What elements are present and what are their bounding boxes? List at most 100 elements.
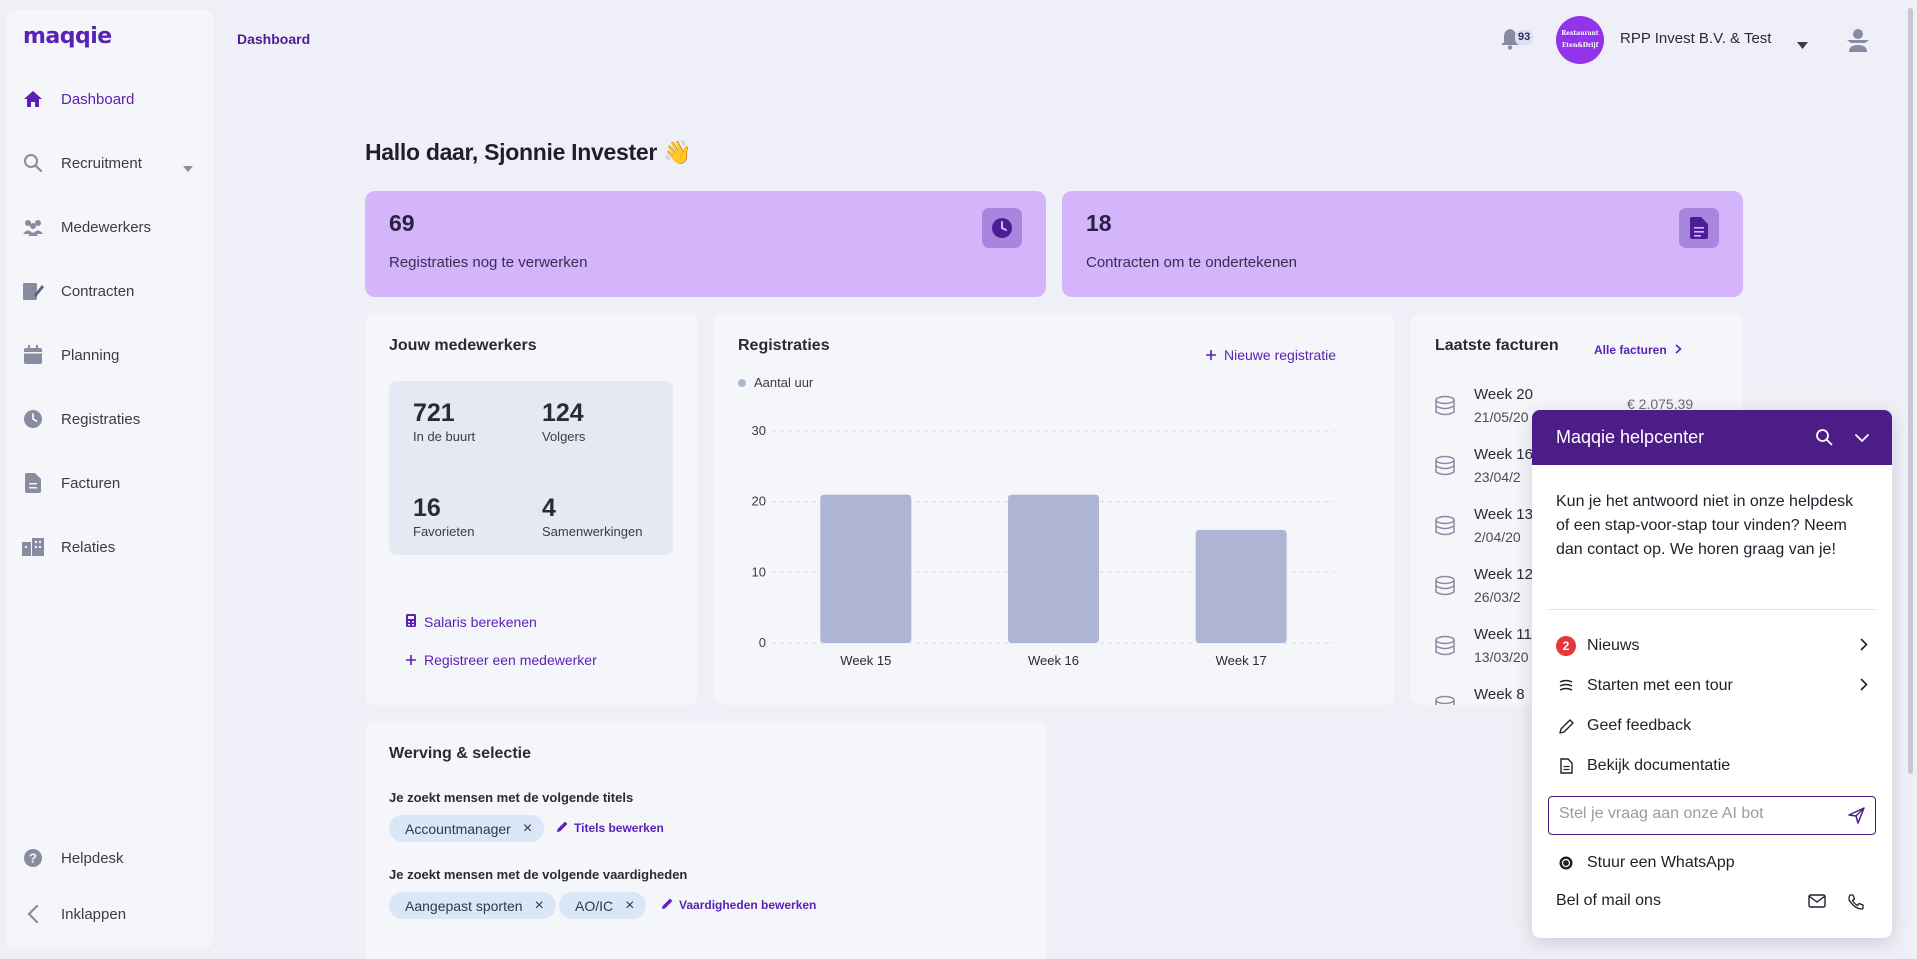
remove-chip-icon[interactable]: × — [522, 819, 533, 837]
invoice-row[interactable]: Week 20 21/05/20 € 2.075,39 — [1433, 386, 1733, 436]
breadcrumb[interactable]: Dashboard — [237, 31, 311, 47]
sidebar-item-label: Inklappen — [61, 905, 127, 923]
stat-value: 69 — [389, 210, 415, 236]
page-scrollbar[interactable] — [1908, 8, 1913, 774]
stat-label: Favorieten — [413, 524, 475, 539]
helpcenter-item-tour[interactable]: Starten met een tour — [1556, 671, 1868, 701]
link-label: Nieuwe registratie — [1224, 347, 1337, 363]
invoice-date: 26/03/2 — [1474, 589, 1521, 605]
helpcenter-item-news[interactable]: 2 Nieuws — [1556, 631, 1868, 661]
register-employee-link[interactable]: Registreer een medewerker — [406, 652, 597, 668]
edit-titles-link[interactable]: Titels bewerken — [557, 821, 664, 835]
avatar-text: Eten&Drijf — [1561, 42, 1599, 49]
invoice-row[interactable]: Week 8 — [1433, 686, 1733, 705]
contracts-to-sign-card[interactable]: 18 Contracten om te ondertekenen — [1062, 191, 1743, 297]
mail-icon[interactable] — [1808, 894, 1826, 913]
calculate-salary-link[interactable]: Salaris berekenen — [406, 614, 537, 630]
coins-icon — [1433, 454, 1457, 483]
document-icon — [1679, 208, 1719, 248]
bar-week-17[interactable] — [1195, 529, 1287, 643]
chevron-down-icon[interactable] — [1855, 430, 1869, 448]
invoice-row[interactable]: Week 11 13/03/20 — [1433, 626, 1733, 676]
sidebar-item-dashboard[interactable]: Dashboard — [6, 79, 213, 119]
employees-stats: 721 In de buurt 124 Volgers 16 Favoriete… — [389, 381, 673, 555]
sidebar-item-recruitment[interactable]: Recruitment — [6, 143, 213, 183]
helpcenter-item-label: Bekijk documentatie — [1587, 757, 1731, 774]
edit-skills-link[interactable]: Vaardigheden bewerken — [662, 898, 816, 912]
coins-icon — [1433, 394, 1457, 423]
panel-title: Registraties — [738, 337, 830, 354]
company-switcher[interactable]: RPP Invest B.V. & Test — [1620, 30, 1772, 47]
sidebar-item-label: Recruitment — [61, 154, 142, 172]
chevron-down-icon[interactable] — [1797, 36, 1808, 54]
home-icon — [22, 88, 44, 110]
chevron-right-icon — [1675, 343, 1682, 357]
search-icon[interactable] — [1815, 428, 1833, 451]
link-label: Registreer een medewerker — [424, 652, 597, 668]
registrations-to-process-card[interactable]: 69 Registraties nog te verwerken — [365, 191, 1046, 297]
pencil-icon — [662, 898, 673, 912]
user-menu-icon[interactable] — [1845, 26, 1871, 57]
stat-value: 16 — [413, 494, 441, 522]
sidebar-collapse-button[interactable]: Inklappen — [6, 894, 213, 934]
helpcenter-item-documentation[interactable]: Bekijk documentatie — [1556, 751, 1868, 781]
helpcenter-item-feedback[interactable]: Geef feedback — [1556, 711, 1868, 741]
registrations-panel: Registraties Nieuwe registratie Aantal u… — [714, 313, 1395, 705]
bar-week-15[interactable] — [820, 494, 912, 643]
sidebar-item-registraties[interactable]: Registraties — [6, 399, 213, 439]
send-icon[interactable] — [1848, 807, 1865, 829]
whatsapp-button[interactable]: Stuur een WhatsApp — [1556, 848, 1868, 878]
all-invoices-link[interactable]: Alle facturen — [1594, 343, 1682, 357]
helpcenter-title: Maqqie helpcenter — [1556, 427, 1705, 447]
helpcenter-item-label: Starten met een tour — [1587, 677, 1733, 694]
sidebar-item-relaties[interactable]: Relaties — [6, 527, 213, 567]
invoice-date: 13/03/20 — [1474, 649, 1529, 665]
stat-nearby[interactable]: 721 In de buurt — [413, 399, 475, 444]
sidebar-item-contracten[interactable]: Contracten — [6, 271, 213, 311]
invoice-week: Week 8 — [1474, 686, 1525, 703]
stat-followers[interactable]: 124 Volgers — [542, 399, 585, 444]
bar-week-16[interactable] — [1008, 494, 1099, 643]
invoice-row[interactable]: Week 16 23/04/2 — [1433, 446, 1733, 496]
users-icon — [22, 216, 44, 238]
notification-bell-icon[interactable] — [1500, 28, 1520, 55]
invoice-row[interactable]: Week 12 26/03/2 — [1433, 566, 1733, 616]
remove-chip-icon[interactable]: × — [625, 896, 635, 914]
remove-chip-icon[interactable]: × — [534, 896, 544, 914]
stat-label: In de buurt — [413, 429, 476, 444]
coins-icon — [1433, 634, 1457, 663]
help-circle-icon: ? — [22, 847, 44, 869]
company-avatar[interactable]: Restaurant Eten&Drijf — [1556, 16, 1604, 64]
maqqie-logo[interactable]: maqqie — [23, 24, 112, 49]
skill-chip: Aangepast sporten × — [389, 892, 556, 919]
clock-icon — [22, 408, 44, 430]
pencil-icon — [1556, 716, 1576, 736]
contract-icon — [22, 280, 44, 302]
stat-label: Registraties nog te verwerken — [389, 254, 588, 271]
chevron-right-icon — [1860, 678, 1868, 696]
helpcenter-widget: Maqqie helpcenter Kun je het antwoord ni… — [1532, 410, 1892, 938]
helpcenter-message: Kun je het antwoord niet in onze helpdes… — [1556, 493, 1854, 558]
invoice-week: Week 12 — [1474, 566, 1533, 583]
sidebar-item-planning[interactable]: Planning — [6, 335, 213, 375]
panel-title: Laatste facturen — [1435, 337, 1559, 354]
sidebar-item-label: Contracten — [61, 282, 135, 300]
stat-collaborations[interactable]: 4 Samenwerkingen — [542, 494, 642, 539]
sidebar-item-medewerkers[interactable]: Medewerkers — [6, 207, 213, 247]
clock-icon — [982, 208, 1022, 248]
titles-label: Je zoekt mensen met de volgende titels — [389, 790, 634, 805]
sidebar-item-label: Dashboard — [61, 90, 135, 108]
invoice-date: 2/04/20 — [1474, 529, 1521, 545]
sidebar-item-facturen[interactable]: Facturen — [6, 463, 213, 503]
helpcenter-header: Maqqie helpcenter — [1532, 410, 1892, 465]
legend-label: Aantal uur — [754, 375, 814, 390]
new-registration-link[interactable]: Nieuwe registratie — [1206, 347, 1336, 363]
y-tick-label: 30 — [752, 423, 766, 438]
sidebar-item-helpdesk[interactable]: ? Helpdesk — [6, 838, 213, 878]
invoice-row[interactable]: Week 13 2/04/20 — [1433, 506, 1733, 556]
stat-favorites[interactable]: 16 Favorieten — [413, 494, 474, 539]
ai-question-input[interactable] — [1559, 805, 1829, 823]
x-tick-label: Week 16 — [1028, 653, 1079, 668]
phone-icon[interactable] — [1848, 894, 1864, 915]
chip-label: Accountmanager — [405, 820, 511, 837]
